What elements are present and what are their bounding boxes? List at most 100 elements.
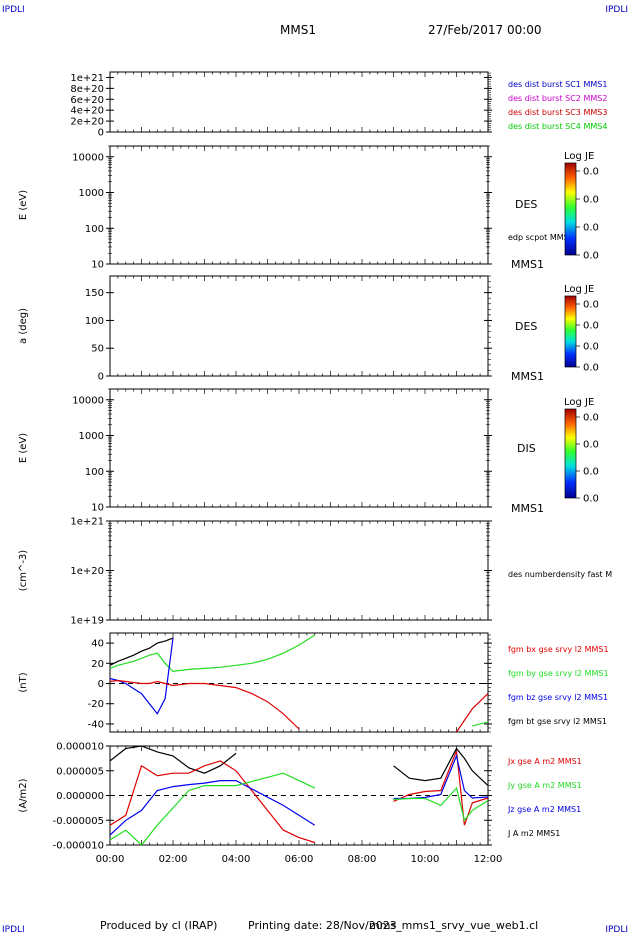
colorbar-tick-label: 0.0 bbox=[583, 363, 599, 374]
species-label: DES bbox=[515, 198, 537, 211]
y-tick-label: 0 bbox=[98, 372, 104, 383]
legend-entry: J A m2 MMS1 bbox=[507, 829, 560, 838]
y-tick-label: -0.000010 bbox=[53, 841, 104, 852]
footer-product: mms_mms1_srvy_vue_web1.cl bbox=[369, 919, 538, 932]
plot-frame bbox=[109, 520, 489, 621]
date-title: 27/Feb/2017 00:00 bbox=[428, 23, 542, 37]
y-tick-label: 8e+20 bbox=[70, 84, 104, 95]
spacecraft-title: MMS1 bbox=[280, 23, 316, 37]
spacecraft-label: MMS1 bbox=[511, 370, 544, 383]
colorbar-tick-label: 0.0 bbox=[583, 321, 599, 332]
y-tick-label: -20 bbox=[88, 699, 104, 710]
y-tick-label: 150 bbox=[85, 288, 104, 299]
legend-entry: des dist burst SC1 MMS1 bbox=[508, 80, 607, 89]
y-tick-label: 1e+21 bbox=[70, 73, 104, 84]
species-label: DIS bbox=[517, 442, 536, 455]
series-line bbox=[110, 638, 174, 715]
colorbar-title: Log JE bbox=[564, 151, 594, 162]
colorbar-tick-label: 0.0 bbox=[583, 300, 599, 311]
corner-mark-bottom-left: IPDLI bbox=[2, 925, 25, 934]
footer-produced-by: Produced by cl (IRAP) bbox=[100, 919, 217, 932]
species-label: DES bbox=[515, 320, 537, 333]
corner-mark-top-left: IPDLI bbox=[2, 5, 25, 15]
legend-entry: des dist burst SC3 MMS3 bbox=[508, 108, 607, 117]
spacecraft-label: MMS1 bbox=[511, 258, 544, 271]
y-axis-label: a (deg) bbox=[18, 308, 29, 344]
plot-frame bbox=[109, 71, 489, 133]
series-line bbox=[110, 772, 488, 845]
x-tick-label: 12:00 bbox=[474, 854, 503, 865]
y-tick-label: 0.000005 bbox=[56, 766, 104, 777]
legend-entry: Jx gse A m2 MMS1 bbox=[507, 757, 582, 766]
y-tick-label: -40 bbox=[88, 719, 104, 730]
legend-entry: fgm bz gse srvy l2 MMS1 bbox=[508, 693, 608, 702]
series-line bbox=[110, 637, 174, 666]
legend-entry: Jy gse A m2 MMS1 bbox=[507, 781, 582, 790]
legend-entry: des numberdensity fast M bbox=[508, 570, 612, 579]
series-line bbox=[110, 750, 488, 844]
legend-entry: Jz gse A m2 MMS1 bbox=[507, 805, 581, 814]
colorbar-tick-label: 0.0 bbox=[583, 494, 599, 505]
colorbar-tick-label: 0.0 bbox=[583, 467, 599, 478]
y-axis-label: (A/m2) bbox=[18, 778, 29, 812]
y-tick-label: -0.000005 bbox=[53, 816, 104, 827]
x-tick-label: 02:00 bbox=[159, 854, 188, 865]
y-tick-label: 1e+19 bbox=[70, 616, 104, 627]
colorbar-tick-label: 0.0 bbox=[583, 251, 599, 262]
panel-fgm-b: -40 -20 0 20 40 (nT) fgm bx gse srvy l2 MMS1 fg… bbox=[18, 632, 609, 733]
plot-frame bbox=[109, 145, 489, 265]
y-axis-label: E (eV) bbox=[18, 433, 29, 463]
plot-frame bbox=[109, 275, 489, 377]
legend-entry: fgm bx gse srvy l2 MMS1 bbox=[508, 645, 609, 654]
y-tick-label: 0.000010 bbox=[56, 742, 104, 753]
colorbar-tick-label: 0.0 bbox=[583, 167, 599, 178]
panel-dis-energy: 10 100 1000 10000 E (eV) DIS MMS1 Log JE 0.0 0.0 0… bbox=[18, 388, 599, 515]
x-tick-label: 00:00 bbox=[96, 854, 125, 865]
legend-entry: des dist burst SC4 MMS4 bbox=[508, 122, 607, 131]
footer-printing-date: Printing date: 28/Nov/2023 bbox=[248, 919, 397, 932]
y-tick-label: 50 bbox=[91, 344, 104, 355]
colorbar-tick-label: 0.0 bbox=[583, 440, 599, 451]
panel-des-density: 1e+19 1e+20 1e+21 (cm^-3) des numberdensity … bbox=[18, 517, 612, 627]
y-tick-label: 1e+21 bbox=[70, 517, 104, 528]
y-tick-label: 10000 bbox=[72, 395, 104, 406]
y-tick-label: 6e+20 bbox=[70, 95, 104, 106]
y-tick-label: 100 bbox=[85, 316, 104, 327]
y-tick-label: 4e+20 bbox=[70, 106, 104, 117]
plot-frame bbox=[109, 388, 489, 508]
panel-curlometer-j: -0.000010 -0.000005 0.000000 0.000005 0.0000… bbox=[18, 742, 582, 866]
colorbar bbox=[564, 408, 577, 499]
y-tick-label: 1000 bbox=[79, 431, 104, 442]
y-tick-label: 1e+20 bbox=[70, 566, 104, 577]
legend-entry: fgm by gse srvy l2 MMS1 bbox=[508, 669, 609, 678]
y-tick-label: 10 bbox=[91, 503, 104, 514]
panel-des-pitch: 0 50 100 150 a (deg) DES MMS1 Log JE 0.0 0.0 0.0 0.… bbox=[18, 275, 599, 383]
y-tick-label: 10000 bbox=[72, 152, 104, 163]
y-tick-label: 1000 bbox=[79, 188, 104, 199]
x-tick-label: 10:00 bbox=[411, 854, 440, 865]
y-tick-label: 0 bbox=[98, 128, 104, 139]
y-tick-label: 20 bbox=[91, 659, 104, 670]
colorbar-title: Log JE bbox=[564, 284, 594, 295]
colorbar-tick-label: 0.0 bbox=[583, 342, 599, 353]
legend-entry: des dist burst SC2 MMS2 bbox=[508, 94, 607, 103]
series-line bbox=[110, 634, 488, 727]
panel-des-energy: 10 100 1000 10000 E (eV) edp scpot MMS1 DES MMS… bbox=[18, 145, 599, 271]
y-axis-label: (cm^-3) bbox=[18, 550, 29, 591]
x-tick-label: 08:00 bbox=[348, 854, 377, 865]
colorbar-tick-label: 0.0 bbox=[583, 413, 599, 424]
y-tick-label: 0.000000 bbox=[56, 791, 104, 802]
x-tick-label: 04:00 bbox=[222, 854, 251, 865]
series-line bbox=[110, 746, 488, 787]
corner-mark-top-right: IPDLI bbox=[605, 5, 628, 15]
y-axis-label: E (eV) bbox=[18, 190, 29, 220]
colorbar bbox=[564, 295, 577, 368]
y-tick-label: 100 bbox=[85, 467, 104, 478]
y-tick-label: 10 bbox=[91, 260, 104, 271]
y-tick-label: 2e+20 bbox=[70, 117, 104, 128]
spacecraft-label: MMS1 bbox=[511, 502, 544, 515]
overlay-label: edp scpot MMS1 bbox=[508, 233, 574, 242]
x-tick-label: 06:00 bbox=[285, 854, 314, 865]
